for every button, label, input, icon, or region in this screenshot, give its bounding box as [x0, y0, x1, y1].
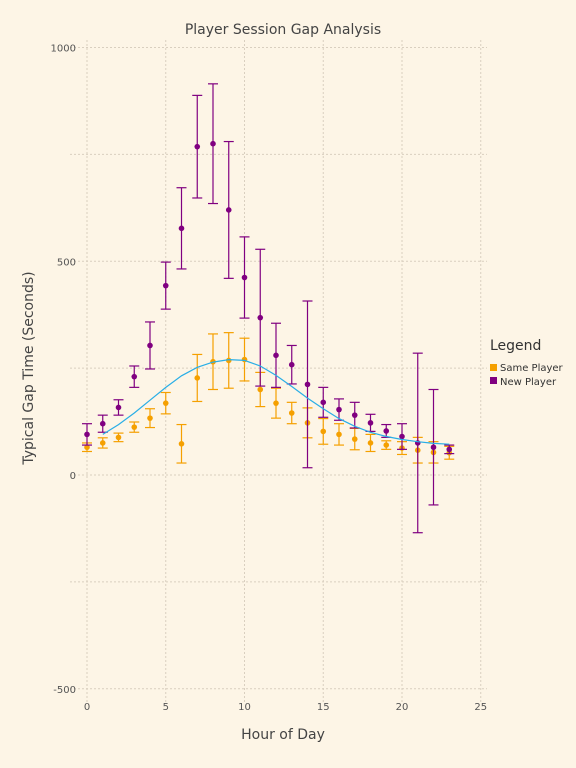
y-tick-label: -500	[53, 685, 76, 696]
new-player-point	[367, 420, 374, 426]
new-player-point	[131, 373, 138, 380]
new-player-point	[147, 342, 153, 349]
new-player-point	[304, 381, 311, 388]
x-tick-label: 20	[396, 702, 409, 713]
new-player-point	[351, 412, 358, 418]
new-player-point	[194, 143, 201, 150]
grid	[70, 40, 487, 702]
new-player-point	[162, 282, 169, 289]
new-player-point	[446, 446, 453, 453]
same-player-point	[336, 431, 342, 438]
same-player-point	[383, 442, 390, 448]
new-player-point	[210, 140, 216, 147]
new-player-point	[241, 274, 248, 281]
same-player-point	[178, 440, 185, 447]
new-player-point	[430, 444, 437, 451]
new-player-point	[115, 404, 122, 411]
trend-line	[102, 358, 450, 445]
same-player-point	[131, 424, 138, 430]
same-player-point	[225, 357, 232, 364]
legend: Legend Same Player New Player	[490, 338, 564, 388]
x-tick-label: 10	[238, 702, 251, 713]
new-player-point	[336, 406, 342, 413]
legend-title: Legend	[490, 338, 541, 354]
same-player-point	[162, 400, 169, 406]
legend-label-same-player: Same Player	[500, 363, 564, 374]
legend-label-new-player: New Player	[500, 377, 557, 388]
x-tick-labels: 0 5 10 15 20 25	[84, 702, 487, 713]
new-player-point	[99, 420, 106, 427]
new-player-point	[320, 399, 327, 406]
y-axis-title: Typical Gap Time (Seconds)	[21, 271, 37, 465]
same-player-point	[84, 444, 90, 451]
plot-area	[82, 83, 455, 534]
x-axis-title: Hour of Day	[241, 727, 325, 743]
new-player-point	[178, 225, 185, 232]
legend-swatch-new-player	[490, 377, 497, 384]
new-player-point	[84, 431, 90, 438]
same-player-point	[99, 440, 106, 446]
legend-swatch-same-player	[490, 364, 497, 371]
x-tick-label: 15	[317, 702, 330, 713]
new-player-point	[273, 352, 279, 359]
same-player-point	[351, 436, 358, 442]
x-tick-label: 25	[474, 702, 487, 713]
new-player-point	[257, 314, 264, 321]
same-player-point	[367, 440, 374, 446]
x-tick-label: 0	[84, 702, 90, 713]
y-tick-label: 0	[70, 471, 76, 482]
chart-title: Player Session Gap Analysis	[185, 22, 381, 38]
new-player-point	[288, 361, 295, 368]
same-player-point	[115, 434, 122, 441]
same-player-point	[273, 400, 279, 406]
new-player-point	[383, 428, 390, 434]
y-tick-label: 1000	[51, 44, 76, 55]
same-player-point	[194, 375, 201, 381]
same-player-point	[257, 386, 264, 393]
same-player-point	[288, 410, 295, 416]
y-tick-label: 500	[57, 257, 76, 268]
same-player-point	[147, 415, 153, 421]
new-player-point	[399, 433, 405, 440]
same-player-point	[320, 428, 327, 435]
y-tick-labels: -500 0 500 1000	[51, 44, 76, 696]
new-player-point	[225, 207, 232, 213]
x-tick-label: 5	[163, 702, 169, 713]
